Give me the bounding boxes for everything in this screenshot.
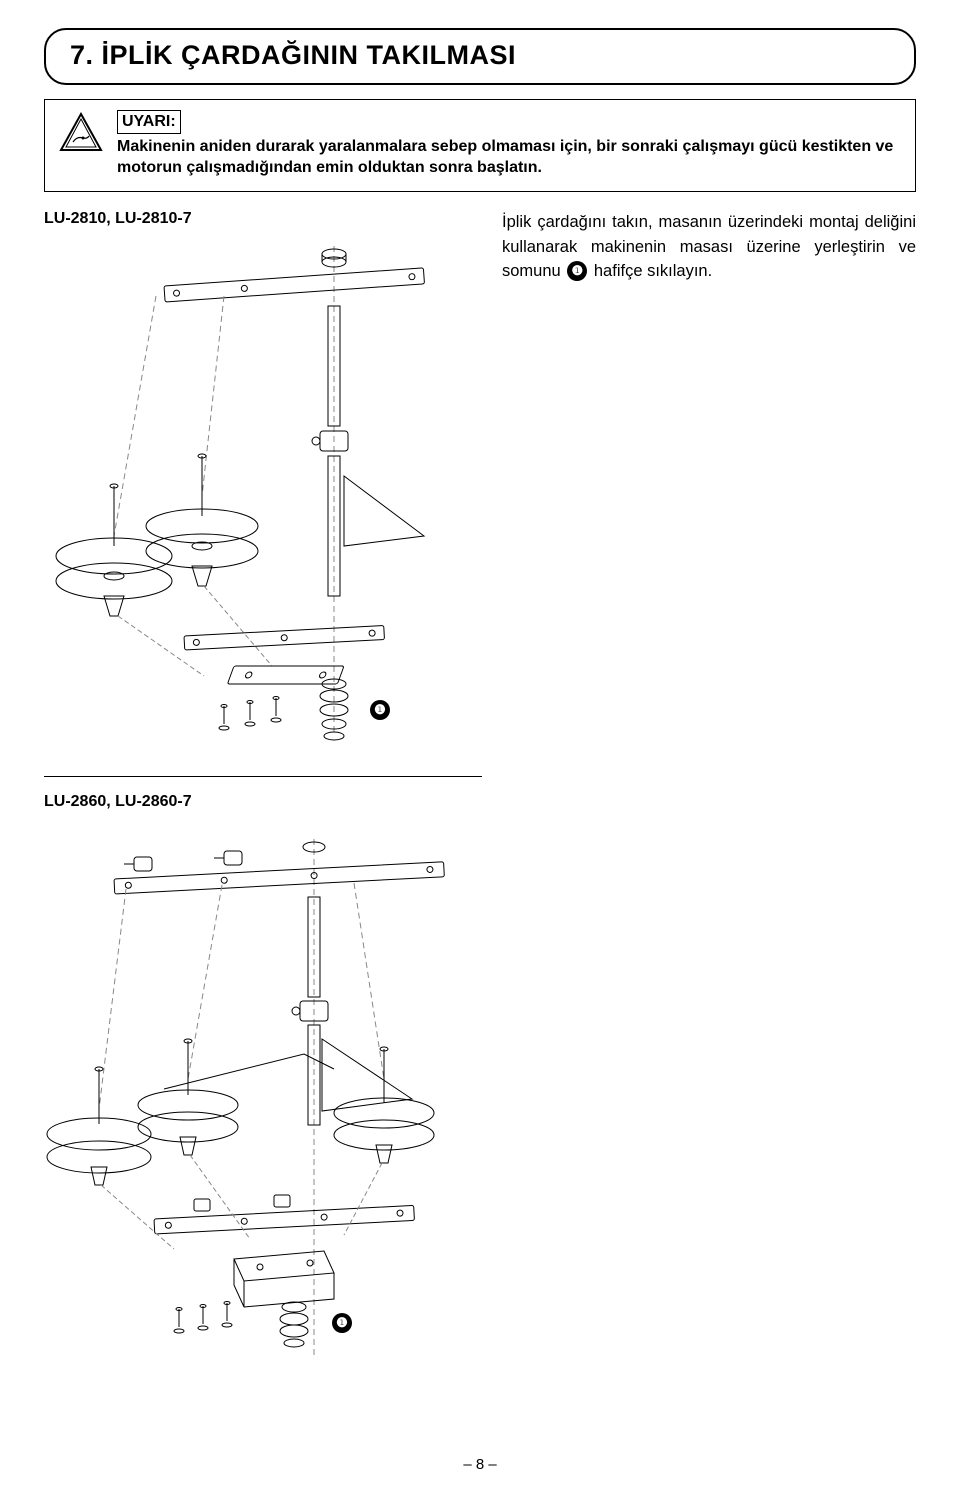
warning-box: UYARI: Makinenin aniden durarak yaralanm… — [44, 99, 916, 192]
instruction-text: İplik çardağını takın, masanın üzerindek… — [502, 210, 916, 284]
diagram-2 — [44, 819, 482, 1379]
callout-1b: ❶ — [332, 1313, 352, 1333]
diagram-1 — [44, 236, 482, 766]
callout-1a: ❶ — [370, 700, 390, 720]
diagram-1-box: ❶ — [44, 236, 482, 777]
model-label-2: LU-2860, LU-2860-7 — [44, 793, 482, 811]
section-title: 7. İPLİK ÇARDAĞININ TAKILMASI — [70, 40, 890, 71]
model-label-1: LU-2810, LU-2810-7 — [44, 210, 482, 228]
warning-body: Makinenin aniden durarak yaralanmalara s… — [117, 136, 901, 179]
section-title-box: 7. İPLİK ÇARDAĞININ TAKILMASI — [44, 28, 916, 85]
warning-label: UYARI: — [117, 110, 181, 134]
instruction-callout: ❶ — [567, 261, 587, 281]
warning-icon — [59, 112, 103, 152]
warning-text: UYARI: Makinenin aniden durarak yaralanm… — [117, 110, 901, 179]
diagram-2-box: ❶ — [44, 819, 482, 1379]
instruction-post: hafifçe sıkılayın. — [589, 262, 712, 280]
page-number: – 8 – — [0, 1456, 960, 1473]
